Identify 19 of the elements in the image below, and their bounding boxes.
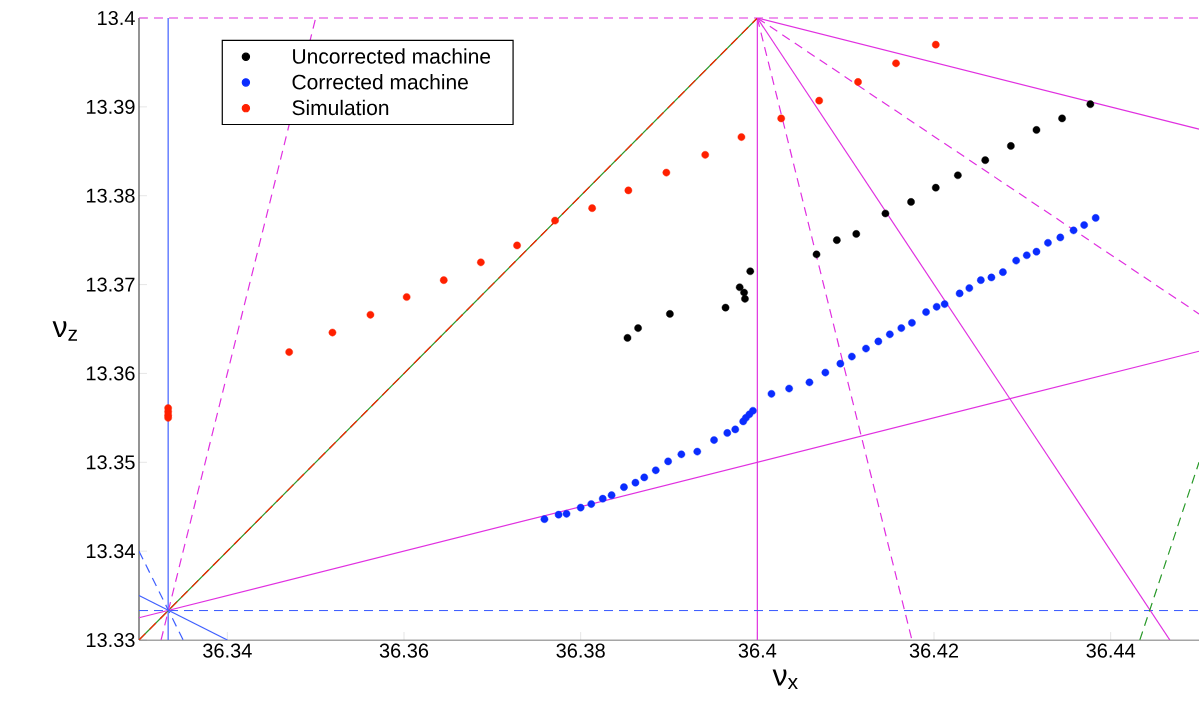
legend-label: Corrected machine <box>292 74 468 90</box>
x-tick-label: 36.42 <box>909 643 959 658</box>
x-tick-label: 36.44 <box>1086 643 1136 658</box>
y-tick-label: 13.33 <box>86 632 135 648</box>
x-axis-title: ν$_{x}$ <box>772 669 798 690</box>
x-tick-label: 36.38 <box>556 643 605 658</box>
y-axis-title: ν$_{z}$ <box>52 321 78 341</box>
y-tick-label: 13.37 <box>86 277 135 292</box>
y-tick-label: 13.34 <box>86 544 135 559</box>
y-tick-label: 13.35 <box>86 455 135 470</box>
y-tick-label: 13.38 <box>86 188 135 203</box>
y-tick-label: 13.36 <box>86 366 135 381</box>
x-tick-label: 36.4 <box>738 643 777 658</box>
y-tick-label: 13.4 <box>98 10 135 26</box>
y-tick-label: 13.39 <box>86 99 135 114</box>
x-tick-label: 36.36 <box>379 643 429 658</box>
legend-label: Simulation <box>292 99 389 116</box>
legend-label: Uncorrected machine <box>293 48 491 64</box>
x-tick-label: 36.34 <box>203 643 252 658</box>
